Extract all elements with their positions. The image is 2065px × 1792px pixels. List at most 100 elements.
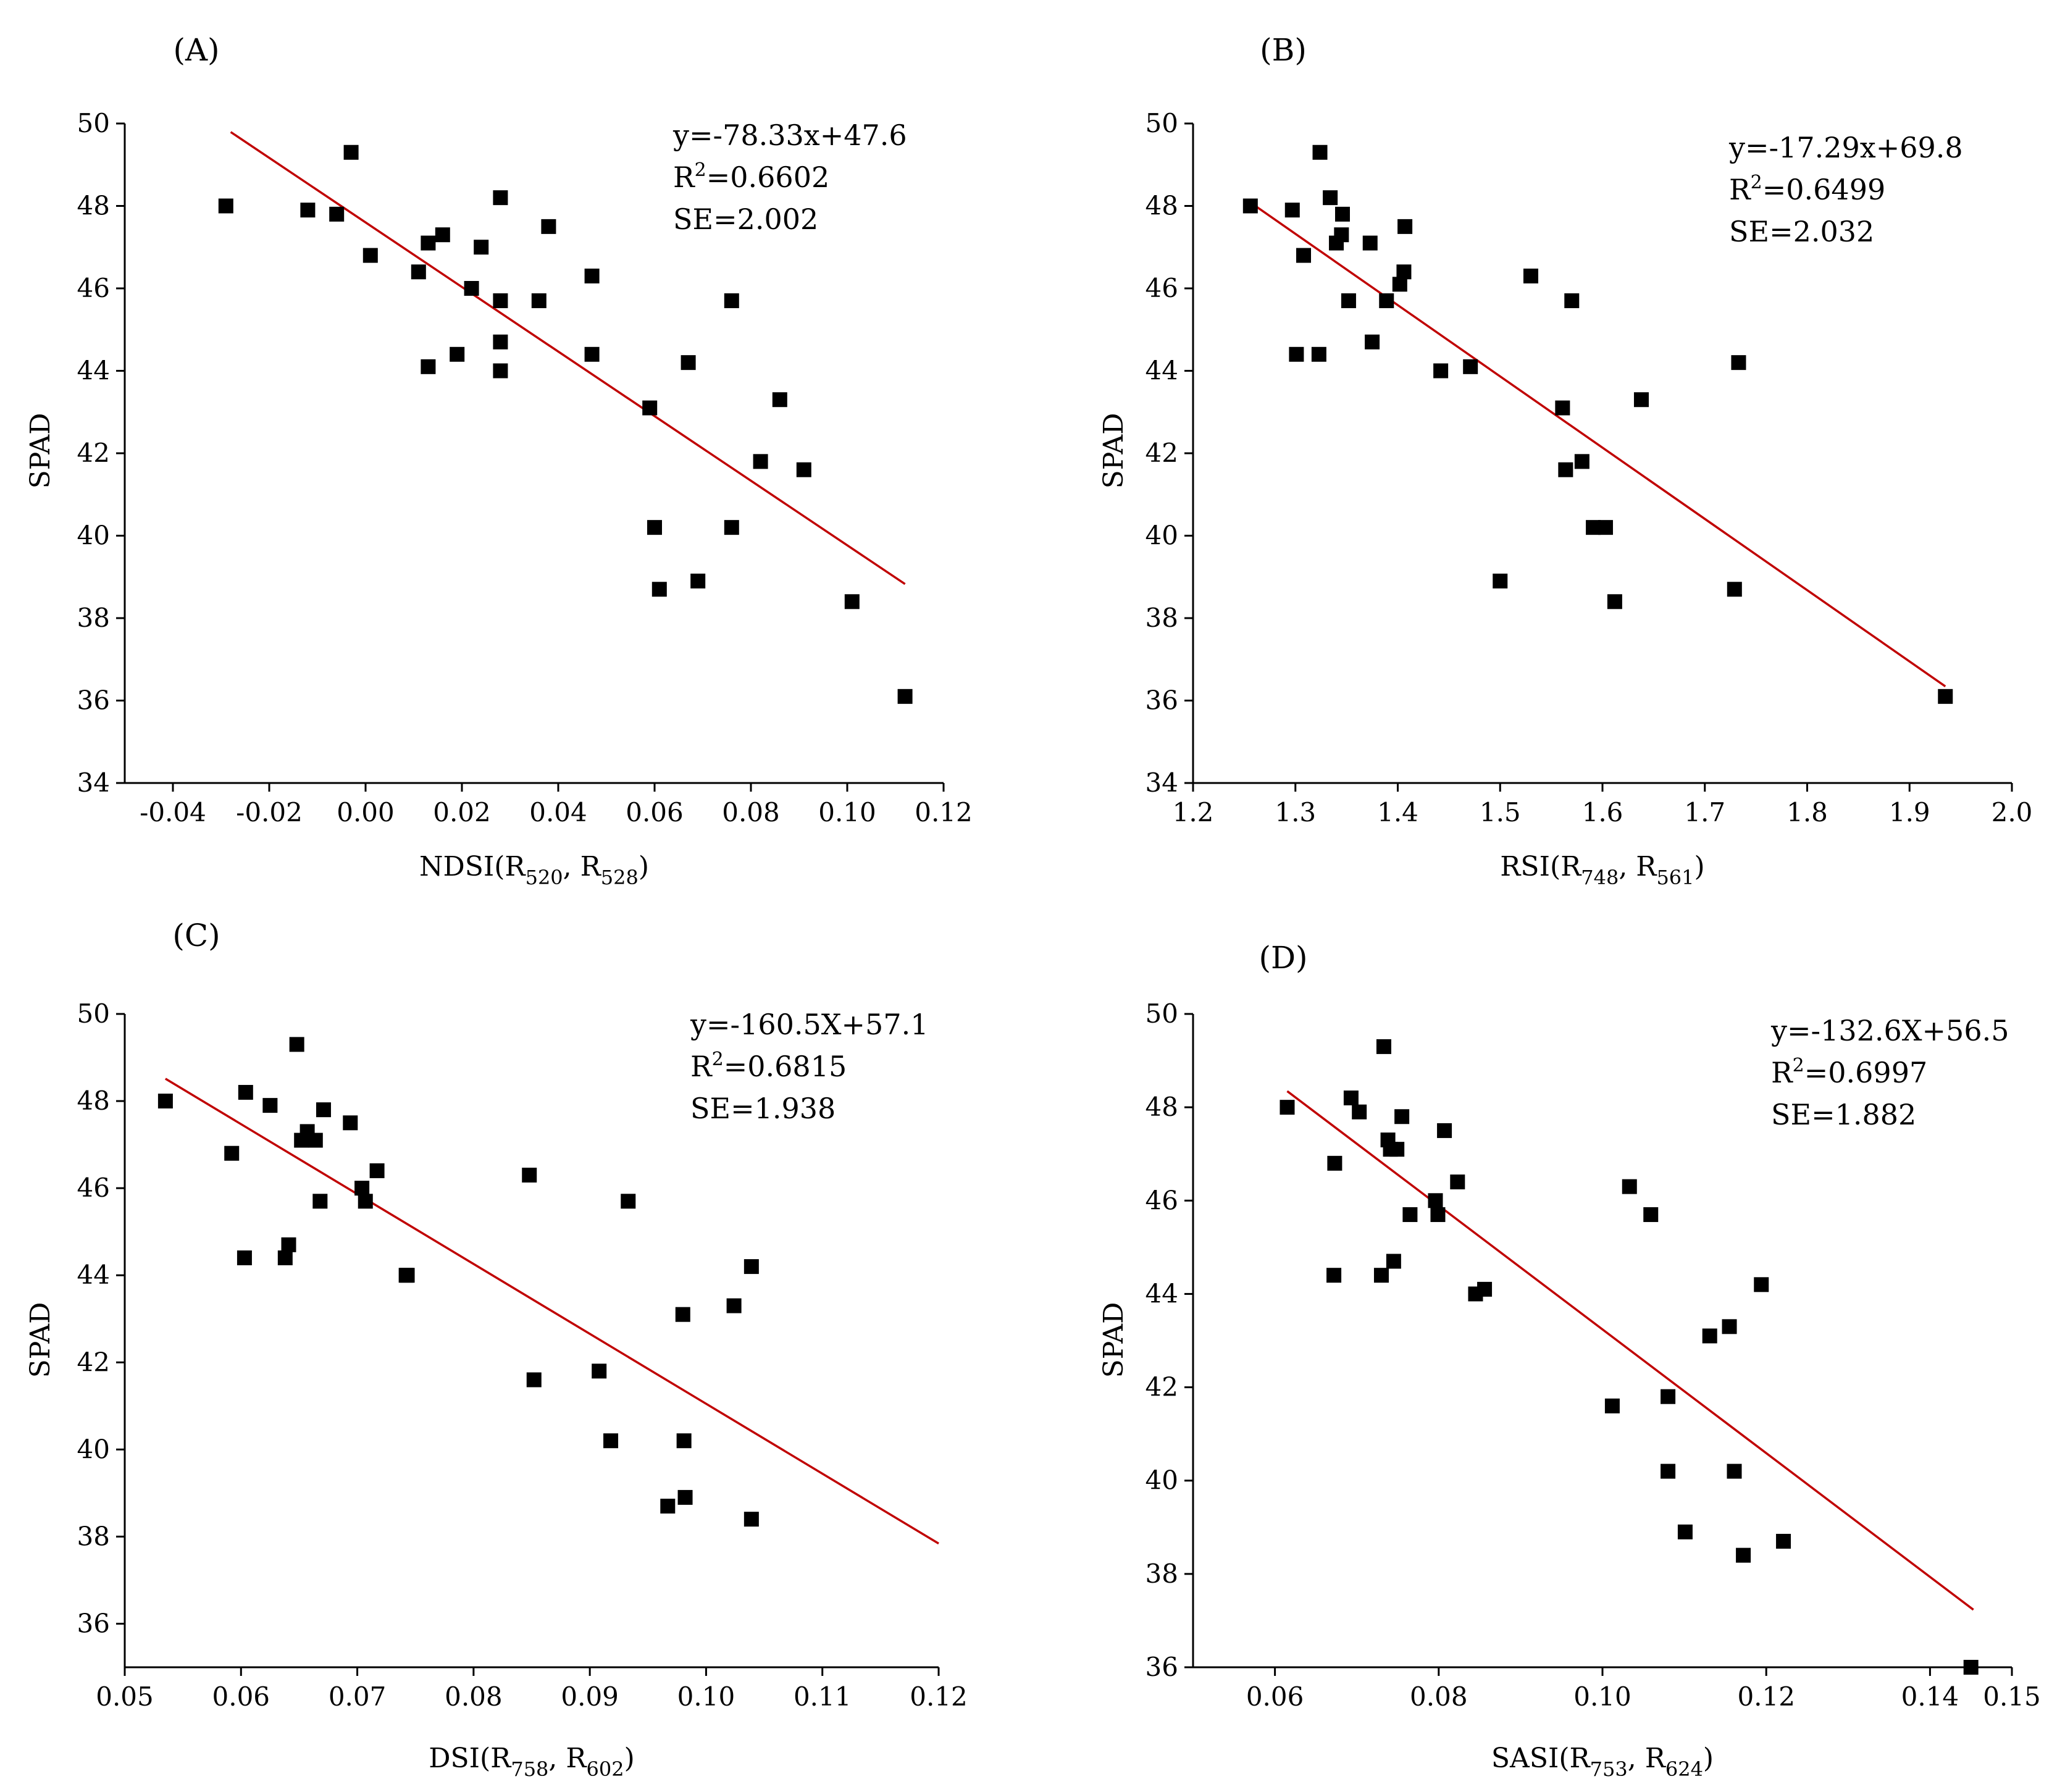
data-point	[493, 190, 508, 206]
data-point	[343, 144, 359, 160]
r-squared-superscript: 2	[1793, 1055, 1804, 1076]
data-point	[724, 520, 739, 535]
data-point	[1463, 359, 1478, 374]
data-point	[1334, 206, 1350, 222]
y-tick-label: 46	[77, 273, 110, 303]
x-tick-label: 0.10	[677, 1681, 735, 1712]
data-point	[676, 1433, 692, 1449]
data-point	[1722, 1319, 1737, 1334]
data-point	[660, 1499, 676, 1514]
data-point	[237, 1250, 252, 1265]
y-tick-label: 46	[1146, 1185, 1178, 1215]
x-tick-label: 0.06	[212, 1681, 270, 1712]
y-tick-label: 48	[1146, 1092, 1178, 1122]
x-tick-label: 0.10	[818, 797, 876, 827]
y-tick-label: 44	[1146, 1278, 1178, 1308]
y-tick-label: 38	[77, 1521, 110, 1551]
y-tick-label: 40	[77, 1434, 110, 1464]
x-tick-label: 0.06	[626, 797, 684, 827]
y-tick-label: 36	[77, 685, 110, 716]
x-label-separator: , R	[548, 1743, 587, 1774]
data-point	[262, 1098, 278, 1113]
data-point	[1392, 277, 1407, 292]
data-point	[1379, 293, 1394, 309]
x-tick-label: -0.02	[236, 797, 303, 827]
data-point	[642, 400, 658, 416]
x-tick-label: 0.11	[794, 1681, 852, 1712]
data-point	[1323, 190, 1338, 206]
x-tick-label: 1.7	[1684, 797, 1725, 827]
x-axis-label: NDSI(R520, R528)	[419, 851, 649, 889]
data-point	[464, 281, 479, 296]
data-point	[1604, 1398, 1620, 1413]
data-point	[1963, 1660, 1979, 1675]
data-point	[1437, 1123, 1452, 1138]
data-point	[493, 293, 508, 309]
data-point	[1352, 1104, 1367, 1120]
data-point	[844, 594, 860, 609]
data-point	[726, 1298, 742, 1313]
data-point	[1376, 1039, 1391, 1054]
r-squared-text: R2=0.6602	[673, 159, 829, 194]
x-tick-label: 0.02	[433, 797, 491, 827]
x-label-end: )	[624, 1743, 635, 1774]
data-point	[1284, 203, 1300, 218]
x-label-subscript-2: 561	[1656, 866, 1694, 889]
data-point	[1242, 198, 1258, 214]
data-point	[238, 1084, 253, 1100]
data-point	[300, 203, 316, 218]
y-tick-label: 34	[1146, 768, 1178, 798]
data-point	[1727, 582, 1742, 597]
data-point	[1661, 1389, 1676, 1404]
data-point	[522, 1167, 537, 1183]
y-tick-label: 38	[1146, 1559, 1178, 1589]
data-point	[647, 520, 662, 535]
data-point	[1555, 400, 1570, 416]
data-point	[1430, 1207, 1446, 1222]
data-point	[772, 392, 787, 408]
x-label-subscript-1: 758	[511, 1757, 548, 1781]
data-point	[651, 582, 667, 597]
y-tick-label: 42	[1146, 1372, 1178, 1402]
data-point	[1574, 454, 1590, 469]
data-point	[421, 359, 436, 374]
data-point	[1731, 355, 1746, 371]
equation-text: y=-78.33x+47.6	[672, 119, 907, 152]
x-label-subscript-1: 520	[526, 866, 563, 889]
data-point	[677, 1489, 693, 1505]
data-point	[1493, 573, 1508, 588]
x-tick-label: 1.2	[1173, 797, 1214, 827]
x-label-subscript-2: 602	[587, 1757, 624, 1781]
x-tick-label: 0.06	[1246, 1681, 1304, 1712]
panel-c: 36 38 40 42 44 46 48 50 0.05 0.06 0.07 0.08 0.09 0.10…	[25, 918, 968, 1781]
r-squared-superscript: 2	[695, 159, 706, 181]
data-point	[1643, 1207, 1659, 1222]
data-point	[1622, 1179, 1637, 1194]
x-label-separator: , R	[1628, 1743, 1667, 1774]
panel-d: 36 38 40 42 44 46 48 50 0.06 0.08 0.10 0.12 0.14 0.15…	[1098, 940, 2041, 1781]
equation-text: y=-160.5X+57.1	[690, 1008, 928, 1041]
data-point	[1365, 334, 1380, 350]
data-point	[281, 1237, 296, 1252]
x-axis-label: RSI(R748, R561)	[1500, 851, 1704, 889]
regression-line	[1250, 202, 1946, 687]
y-tick-label: 50	[1146, 999, 1178, 1029]
r-squared-value: =0.6499	[1762, 173, 1886, 206]
standard-error-text: SE=2.032	[1729, 215, 1874, 248]
data-point	[743, 1259, 759, 1275]
data-point	[690, 573, 706, 588]
data-point	[224, 1145, 240, 1161]
panel-title: (D)	[1259, 940, 1307, 976]
y-tick-label: 38	[77, 603, 110, 633]
x-tick-label: 1.6	[1582, 797, 1623, 827]
data-point	[592, 1363, 607, 1379]
y-tick-label: 48	[77, 191, 110, 221]
panel-title: (B)	[1260, 32, 1307, 68]
r-squared-prefix: R	[673, 161, 695, 194]
y-tick-label: 44	[77, 1260, 110, 1290]
data-point	[724, 293, 739, 309]
data-point	[1289, 346, 1304, 362]
y-axis-label: SPAD	[1098, 1302, 1129, 1378]
y-tick-label: 48	[77, 1086, 110, 1116]
